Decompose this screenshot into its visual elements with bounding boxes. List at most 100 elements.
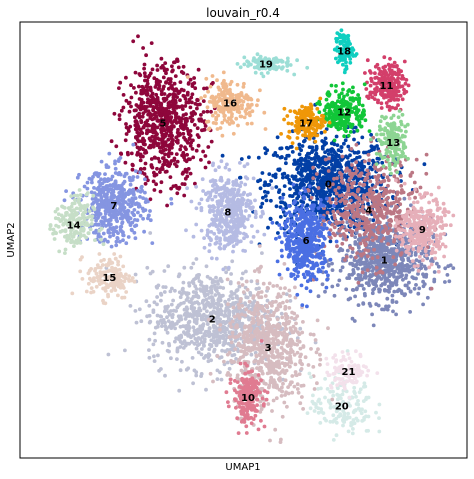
scatter-point — [324, 196, 329, 201]
scatter-point — [197, 117, 202, 122]
scatter-point — [295, 382, 300, 387]
scatter-point — [294, 161, 299, 165]
scatter-point — [311, 235, 316, 239]
scatter-point — [126, 235, 131, 239]
scatter-point — [155, 302, 159, 307]
scatter-point — [264, 354, 269, 358]
scatter-point — [340, 193, 345, 197]
scatter-point — [301, 177, 306, 182]
scatter-point — [340, 220, 345, 225]
scatter-point — [331, 209, 336, 214]
scatter-point — [163, 373, 167, 378]
scatter-point — [304, 286, 309, 291]
scatter-point — [397, 267, 401, 272]
scatter-point — [260, 320, 264, 325]
scatter-point — [173, 326, 178, 331]
scatter-point — [399, 163, 403, 168]
scatter-point — [380, 270, 385, 275]
scatter-point — [412, 286, 417, 291]
scatter-point — [282, 201, 287, 206]
scatter-point — [405, 263, 410, 267]
scatter-point — [389, 201, 394, 206]
scatter-point — [293, 295, 298, 300]
scatter-point — [117, 113, 122, 118]
scatter-point — [382, 179, 387, 183]
scatter-point — [218, 285, 223, 290]
scatter-point — [293, 362, 298, 367]
scatter-point — [253, 306, 257, 311]
scatter-point — [172, 81, 177, 86]
scatter-point — [255, 267, 260, 271]
scatter-point — [353, 294, 357, 299]
scatter-point — [311, 243, 316, 247]
scatter-point — [346, 206, 350, 211]
scatter-point — [126, 126, 131, 131]
scatter-point — [291, 182, 296, 187]
scatter-point — [422, 162, 427, 167]
scatter-point — [416, 291, 421, 296]
scatter-point — [90, 180, 94, 185]
scatter-point — [322, 168, 327, 172]
scatter-point — [152, 354, 156, 359]
scatter-point — [386, 238, 391, 242]
scatter-point — [350, 230, 355, 234]
scatter-point — [254, 354, 259, 359]
scatter-point — [255, 366, 259, 370]
scatter-point — [321, 261, 326, 266]
scatter-point — [229, 325, 234, 329]
scatter-point — [371, 199, 376, 203]
scatter-point — [203, 154, 208, 158]
scatter-point — [372, 247, 376, 252]
scatter-point — [304, 270, 309, 274]
scatter-point — [281, 291, 286, 296]
scatter-point — [369, 204, 374, 209]
scatter-point — [191, 308, 196, 313]
scatter-point — [329, 168, 334, 173]
scatter-point — [359, 189, 364, 194]
scatter-point — [287, 177, 291, 182]
scatter-point — [207, 296, 212, 300]
scatter-point — [178, 368, 183, 373]
scatter-point — [290, 374, 295, 378]
scatter-point — [188, 171, 193, 176]
scatter-point — [369, 132, 373, 137]
scatter-point — [275, 326, 280, 330]
scatter-point — [349, 254, 353, 259]
scatter-point — [293, 276, 298, 281]
scatter-point — [348, 219, 352, 224]
scatter-point — [348, 192, 352, 197]
scatter-point — [288, 222, 293, 227]
scatter-point — [249, 352, 254, 357]
scatter-point — [343, 173, 347, 178]
scatter-point — [125, 191, 129, 196]
scatter-point — [269, 198, 273, 203]
scatter-point — [417, 286, 422, 291]
scatter-point — [137, 307, 142, 312]
scatter-point — [358, 241, 363, 246]
scatter-point — [132, 86, 136, 90]
scatter-point — [340, 213, 344, 218]
scatter-point — [371, 288, 375, 292]
scatter-point — [188, 143, 193, 148]
scatter-point — [297, 222, 302, 227]
scatter-point — [139, 319, 144, 324]
scatter-point — [397, 197, 402, 202]
scatter-point — [356, 208, 360, 213]
scatter-point — [371, 158, 375, 163]
scatter-point — [165, 67, 169, 72]
scatter-point — [196, 331, 200, 335]
scatter-point — [204, 387, 208, 392]
scatter-point — [300, 303, 305, 307]
scatter-point — [187, 332, 191, 337]
scatter-point — [278, 376, 282, 380]
scatter-point — [143, 161, 148, 166]
scatter-point — [278, 378, 282, 383]
scatter-point — [304, 207, 309, 211]
scatter-point — [350, 204, 354, 209]
scatter-point — [255, 301, 260, 305]
scatter-point — [314, 200, 318, 205]
scatter-point — [319, 210, 324, 215]
scatter-point — [391, 250, 396, 255]
scatter-point — [398, 252, 403, 257]
scatter-point — [205, 109, 210, 114]
